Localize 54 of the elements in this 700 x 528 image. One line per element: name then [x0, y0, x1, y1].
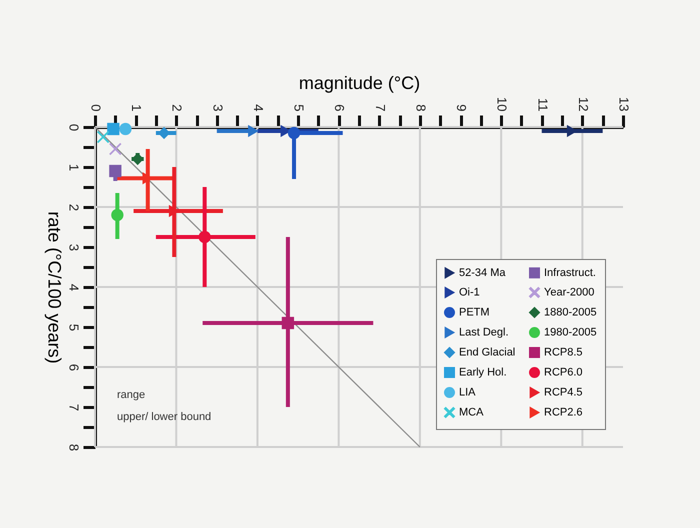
x-tick-label: 2 — [170, 104, 185, 112]
y-tick-label: 3 — [66, 244, 82, 252]
point — [282, 316, 294, 330]
x-tick-label: 6 — [332, 104, 348, 112]
x-tick-label: 0 — [88, 104, 104, 112]
point — [107, 122, 120, 136]
legend-label: 1880-2005 — [544, 306, 597, 318]
legend-label: PETM — [459, 306, 490, 318]
legend-label: End Glacial — [459, 346, 516, 358]
y-tick-label: 1 — [66, 164, 82, 172]
x-tick-label: 12 — [576, 97, 591, 112]
x-tick-label: 9 — [454, 104, 470, 112]
legend-label: 1980-2005 — [544, 326, 597, 338]
x-tick-label: 5 — [292, 104, 307, 112]
x-axis-title: magnitude (°C) — [298, 73, 420, 94]
point — [97, 130, 110, 144]
legend-label: LIA — [459, 386, 476, 398]
point — [288, 126, 300, 140]
legend-label: Infrastruct. — [544, 266, 596, 279]
legend-label: RCP6.0 — [544, 366, 583, 378]
x-tick-label: 4 — [250, 104, 266, 112]
y-tick-label: 8 — [66, 444, 82, 452]
x-tick-label: 10 — [494, 97, 510, 112]
x-tick-label: 7 — [372, 104, 388, 112]
y-tick-label: 6 — [66, 364, 82, 372]
legend-label: Year-2000 — [544, 286, 594, 298]
y-tick-label: 0 — [66, 124, 82, 132]
x-tick-label: 3 — [210, 104, 226, 112]
legend-label: Oi-1 — [459, 286, 480, 298]
y-tick-label: 4 — [66, 284, 82, 292]
legend-label: 52-34 Ma — [459, 266, 506, 279]
annotation: upper/ lower bound — [117, 411, 212, 423]
legend-label: RCP2.6 — [544, 406, 583, 418]
point — [111, 208, 124, 222]
y-tick-label: 7 — [66, 404, 82, 412]
y-axis-title: rate (°C/100 years) — [44, 211, 64, 364]
x-tick-label: 8 — [413, 104, 428, 112]
legend-label: MCA — [459, 406, 484, 418]
legend-label: RCP4.5 — [544, 386, 583, 398]
x-tick-label: 1 — [129, 104, 144, 112]
legend-label: Last Degl. — [459, 326, 509, 338]
x-tick-label: 13 — [616, 97, 632, 112]
point — [132, 152, 144, 166]
annotation: range — [117, 389, 146, 401]
point — [119, 122, 132, 136]
y-tick-label: 2 — [66, 204, 82, 212]
legend-label: RCP8.5 — [544, 346, 583, 358]
legend-label: Early Hol. — [459, 366, 507, 378]
y-tick-label: 5 — [66, 324, 82, 332]
point — [198, 230, 211, 244]
point — [109, 164, 122, 178]
point — [248, 124, 259, 138]
x-tick-label: 11 — [535, 98, 550, 112]
point — [109, 142, 122, 156]
